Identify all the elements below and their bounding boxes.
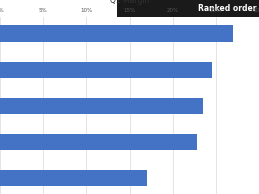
Text: Ranked order: Ranked order: [198, 4, 256, 13]
Bar: [0, 61, 212, 78]
Title: Q1 Margin: Q1 Margin: [110, 0, 149, 5]
Bar: [0, 170, 147, 186]
FancyBboxPatch shape: [117, 0, 259, 17]
Bar: [0, 98, 203, 114]
Bar: [0, 25, 233, 42]
Bar: [0, 134, 197, 150]
